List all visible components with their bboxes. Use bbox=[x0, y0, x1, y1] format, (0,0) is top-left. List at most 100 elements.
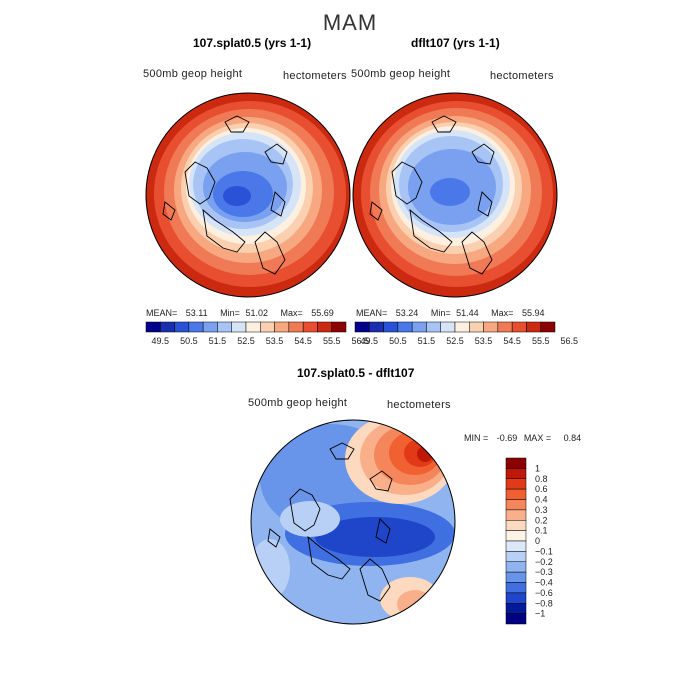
colorbar-swatch bbox=[426, 321, 441, 333]
colorbar-tick-label: 0.2 bbox=[535, 515, 548, 525]
panel1-title: 107.splat0.5 (yrs 1-1) bbox=[193, 36, 312, 50]
colorbar-swatch bbox=[440, 321, 456, 333]
panel1-units-label: hectometers bbox=[283, 70, 347, 82]
panel3-units-label: hectometers bbox=[387, 399, 451, 411]
colorbar-tick-label: 53.5 bbox=[266, 336, 284, 346]
colorbar-swatch bbox=[505, 551, 527, 562]
panel2-mean-label: MEAN= bbox=[356, 308, 388, 318]
colorbar-swatch bbox=[411, 321, 427, 333]
colorbar-swatch bbox=[505, 457, 527, 469]
colorbar-tick-label: −0.6 bbox=[535, 588, 553, 598]
panel1-mean: 53.11 bbox=[185, 308, 208, 318]
colorbar-tick-label: −0.1 bbox=[535, 546, 553, 556]
colorbar-swatch bbox=[245, 321, 261, 333]
colorbar-swatch bbox=[526, 321, 541, 333]
colorbar-swatch bbox=[145, 321, 161, 333]
panel1-polar-map bbox=[145, 92, 351, 298]
colorbar-tick-label: 51.5 bbox=[418, 336, 436, 346]
season-title: MAM bbox=[322, 10, 378, 35]
colorbar-tick-label: 0.8 bbox=[535, 474, 548, 484]
colorbar-tick-label: −0.4 bbox=[535, 578, 553, 588]
colorbar-tick-label: 55.5 bbox=[323, 336, 341, 346]
panel2-mean: 53.24 bbox=[395, 308, 419, 318]
colorbar-swatch bbox=[505, 571, 527, 583]
colorbar-swatch bbox=[331, 321, 347, 333]
colorbar-swatch bbox=[274, 321, 290, 333]
colorbar-swatch bbox=[469, 321, 484, 333]
colorbar-tick-label: 56.5 bbox=[561, 336, 579, 346]
colorbar-tick-label: 49.5 bbox=[152, 336, 170, 346]
panel3-min: -0.69 bbox=[496, 433, 518, 443]
colorbar-swatch bbox=[217, 321, 232, 333]
colorbar-swatch bbox=[505, 613, 527, 625]
colorbar-swatch bbox=[505, 499, 527, 511]
colorbar-swatch bbox=[369, 321, 384, 333]
colorbar-swatch bbox=[454, 321, 470, 333]
colorbar-swatch bbox=[505, 520, 527, 531]
colorbar-tick-label: 0.3 bbox=[535, 505, 548, 515]
colorbar-swatch bbox=[302, 321, 318, 333]
panel1-max: 55.69 bbox=[311, 308, 334, 318]
panel3-title: 107.splat0.5 - dflt107 bbox=[297, 366, 415, 380]
colorbar-swatch bbox=[505, 561, 527, 573]
colorbar-tick-label: −0.8 bbox=[535, 598, 553, 608]
colorbar-swatch bbox=[505, 603, 527, 614]
panel1-min: 51.02 bbox=[245, 308, 268, 318]
colorbar-swatch bbox=[505, 540, 527, 552]
panel3-stats: MIN = -0.69 MAX = 0.84 bbox=[464, 433, 581, 443]
panel1-stats: MEAN= 53.11 Min= 51.02 Max= 55.69 bbox=[146, 308, 334, 318]
colorbar-swatch bbox=[505, 592, 527, 604]
colorbar-swatch bbox=[505, 488, 527, 500]
colorbar-tick-label: 0.1 bbox=[535, 526, 548, 536]
colorbar-tick-label: 54.5 bbox=[294, 336, 312, 346]
colorbar-swatch bbox=[174, 321, 190, 333]
colorbar-tick-label: −0.3 bbox=[535, 567, 553, 577]
colorbar-swatch bbox=[483, 321, 499, 333]
panel1-field-label: 500mb geop height bbox=[143, 68, 243, 80]
panel2-max: 55.94 bbox=[521, 308, 545, 318]
colorbar-tick-label: 0.4 bbox=[535, 495, 548, 505]
panel3-field-label: 500mb geop height bbox=[248, 397, 348, 409]
colorbar-swatch bbox=[511, 321, 527, 333]
colorbar-swatch bbox=[354, 321, 370, 333]
panel3-min-label: MIN = bbox=[464, 433, 489, 443]
colorbar-tick-label: 51.5 bbox=[209, 336, 227, 346]
panel2-max-label: Max= bbox=[491, 308, 514, 318]
colorbar-swatch bbox=[231, 321, 247, 333]
panel2-min: 51.44 bbox=[456, 308, 479, 318]
panel3-colorbar: 10.80.60.40.30.20.10−0.1−0.2−0.3−0.4−0.6… bbox=[505, 457, 553, 625]
colorbar-tick-label: 54.5 bbox=[503, 336, 521, 346]
colorbar-tick-label: 50.5 bbox=[180, 336, 198, 346]
colorbar-tick-label: −0.2 bbox=[535, 557, 553, 567]
colorbar-swatch bbox=[505, 478, 527, 490]
colorbar-tick-label: 52.5 bbox=[237, 336, 255, 346]
colorbar-tick-label: 50.5 bbox=[389, 336, 407, 346]
colorbar-swatch bbox=[397, 321, 413, 333]
colorbar-tick-label: 49.5 bbox=[361, 336, 379, 346]
panel2-min-label: Min= bbox=[430, 308, 451, 318]
panel1-min-label: Min= bbox=[220, 308, 240, 318]
colorbar-tick-label: −1 bbox=[535, 609, 545, 619]
panel3-max-label: MAX = bbox=[523, 433, 552, 443]
colorbar-swatch bbox=[540, 321, 556, 333]
colorbar-swatch bbox=[497, 321, 513, 333]
colorbar-tick-label: 0.6 bbox=[535, 484, 548, 494]
colorbar-swatch bbox=[260, 321, 275, 333]
colorbar-swatch bbox=[505, 530, 527, 542]
colorbar-swatch bbox=[188, 321, 204, 333]
colorbar-tick-label: 55.5 bbox=[532, 336, 550, 346]
colorbar-swatch bbox=[288, 321, 304, 333]
colorbar-swatch bbox=[505, 509, 527, 521]
panel1-colorbar: 49.5 50.5 51.5 52.5 53.5 54.5 55.5 56.5 bbox=[145, 321, 369, 346]
colorbar-tick-label: 1 bbox=[535, 463, 540, 473]
panel2-polar-map bbox=[352, 92, 558, 298]
panel2-title: dflt107 (yrs 1-1) bbox=[411, 36, 500, 50]
panel1-max-label: Max= bbox=[280, 308, 303, 318]
panel2-units-label: hectometers bbox=[490, 70, 554, 82]
panel2-colorbar: 49.5 50.5 51.5 52.5 53.5 54.5 55.5 56.5 bbox=[354, 321, 578, 346]
colorbar-swatch bbox=[383, 321, 399, 333]
colorbar-swatch bbox=[317, 321, 332, 333]
panel3-polar-map bbox=[250, 419, 456, 625]
panel2-field-label: 500mb geop height bbox=[351, 68, 451, 80]
